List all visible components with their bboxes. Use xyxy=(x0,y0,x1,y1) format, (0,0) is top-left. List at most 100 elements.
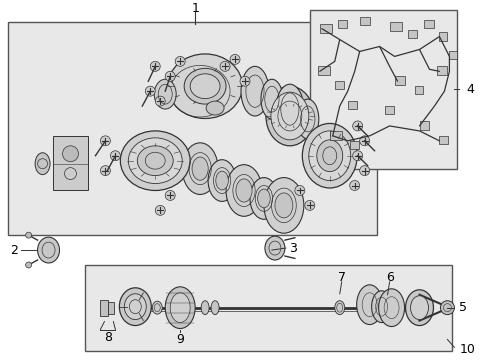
Bar xyxy=(390,22,401,31)
Ellipse shape xyxy=(297,99,319,139)
Ellipse shape xyxy=(276,84,304,134)
Ellipse shape xyxy=(335,301,345,315)
Ellipse shape xyxy=(250,177,278,219)
Ellipse shape xyxy=(128,138,182,184)
Bar xyxy=(419,121,429,130)
Ellipse shape xyxy=(411,296,428,320)
Bar xyxy=(449,51,457,59)
Circle shape xyxy=(240,76,250,86)
Text: 1: 1 xyxy=(191,2,199,15)
Text: 8: 8 xyxy=(104,331,112,344)
Circle shape xyxy=(360,136,369,146)
Ellipse shape xyxy=(216,171,228,190)
Bar xyxy=(320,24,332,33)
Circle shape xyxy=(441,301,454,315)
Bar xyxy=(8,22,377,235)
Circle shape xyxy=(360,166,369,176)
Ellipse shape xyxy=(165,287,195,329)
Ellipse shape xyxy=(309,131,351,181)
Bar xyxy=(440,136,448,144)
Circle shape xyxy=(165,190,175,201)
Bar xyxy=(350,141,359,149)
Ellipse shape xyxy=(154,79,176,109)
Text: 9: 9 xyxy=(176,333,184,346)
Ellipse shape xyxy=(206,101,224,115)
Text: 2: 2 xyxy=(10,244,18,257)
Bar xyxy=(100,300,108,316)
Circle shape xyxy=(110,151,121,161)
Text: 3: 3 xyxy=(289,242,297,255)
Ellipse shape xyxy=(124,294,147,320)
Circle shape xyxy=(63,146,78,162)
Ellipse shape xyxy=(302,123,357,188)
Ellipse shape xyxy=(211,301,219,315)
Ellipse shape xyxy=(35,153,50,175)
Bar xyxy=(85,265,452,351)
Bar xyxy=(108,302,114,314)
Ellipse shape xyxy=(236,179,252,202)
Bar xyxy=(424,20,435,28)
Circle shape xyxy=(100,166,110,176)
Circle shape xyxy=(165,71,175,81)
Text: 5: 5 xyxy=(460,301,467,314)
Ellipse shape xyxy=(371,291,392,323)
Circle shape xyxy=(150,62,160,71)
Bar xyxy=(348,101,357,109)
Bar xyxy=(338,20,347,28)
Circle shape xyxy=(220,62,230,71)
Ellipse shape xyxy=(241,66,269,116)
Ellipse shape xyxy=(184,68,226,104)
Text: 6: 6 xyxy=(386,271,393,284)
Bar xyxy=(415,86,423,94)
Circle shape xyxy=(145,86,155,96)
Ellipse shape xyxy=(201,301,209,315)
Ellipse shape xyxy=(258,189,270,208)
Text: 10: 10 xyxy=(460,343,475,356)
Circle shape xyxy=(295,185,305,195)
Ellipse shape xyxy=(275,193,293,218)
Bar xyxy=(310,10,457,168)
Bar xyxy=(318,66,330,75)
Ellipse shape xyxy=(357,285,383,325)
Circle shape xyxy=(100,136,110,146)
Ellipse shape xyxy=(226,165,262,216)
Circle shape xyxy=(25,262,32,268)
Ellipse shape xyxy=(192,157,208,180)
Circle shape xyxy=(305,201,315,210)
Text: 4: 4 xyxy=(466,83,474,96)
Ellipse shape xyxy=(137,146,173,176)
Bar xyxy=(360,17,369,24)
Circle shape xyxy=(175,57,185,66)
Ellipse shape xyxy=(317,140,343,172)
Bar xyxy=(408,30,416,37)
Ellipse shape xyxy=(190,74,220,99)
Bar xyxy=(330,131,342,140)
Circle shape xyxy=(353,151,363,161)
Ellipse shape xyxy=(168,54,243,118)
Bar xyxy=(438,66,447,75)
Circle shape xyxy=(155,206,165,215)
Ellipse shape xyxy=(264,177,304,233)
Ellipse shape xyxy=(261,79,283,119)
Ellipse shape xyxy=(379,289,405,327)
Bar xyxy=(385,106,393,114)
Circle shape xyxy=(155,96,165,106)
Bar xyxy=(335,81,343,89)
Ellipse shape xyxy=(38,237,59,263)
Ellipse shape xyxy=(182,143,218,194)
Text: 7: 7 xyxy=(338,271,346,284)
Circle shape xyxy=(350,181,360,190)
Ellipse shape xyxy=(271,92,309,140)
Ellipse shape xyxy=(152,301,162,314)
Circle shape xyxy=(25,232,32,238)
Ellipse shape xyxy=(266,86,314,146)
Bar xyxy=(440,32,447,41)
Ellipse shape xyxy=(170,293,190,323)
Ellipse shape xyxy=(406,290,434,325)
Ellipse shape xyxy=(120,288,151,325)
Bar xyxy=(52,136,89,190)
Circle shape xyxy=(230,54,240,64)
Bar xyxy=(394,76,405,85)
Ellipse shape xyxy=(265,236,285,260)
Circle shape xyxy=(353,121,363,131)
